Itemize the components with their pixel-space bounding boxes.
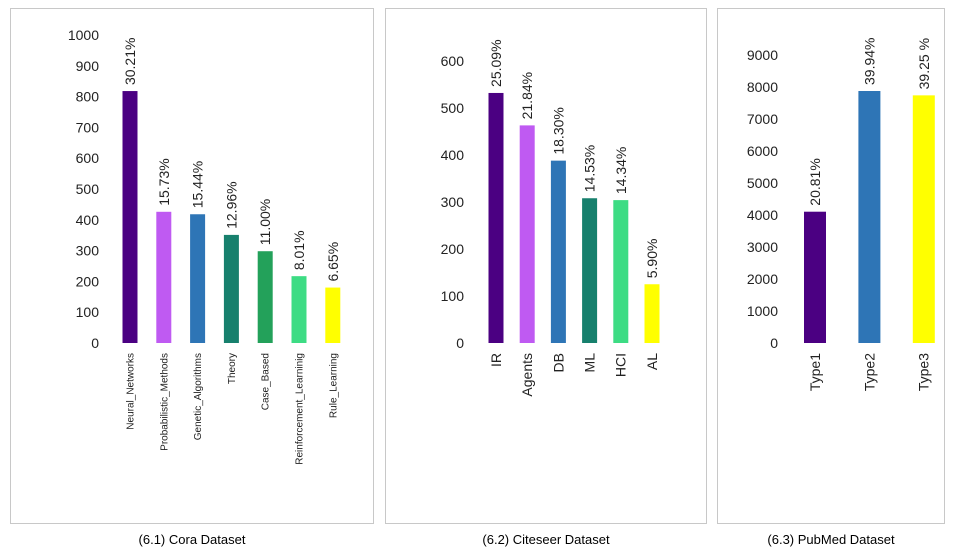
bar [291,276,307,343]
y-tick-label: 600 [76,150,100,166]
bar [858,91,881,343]
pubmed-bar-chart: 0 1000 2000 3000 4000 5000 6000 7000 8000 9000 20.… [747,38,935,391]
y-tick-label: 0 [456,335,464,351]
data-label: 39.25 % [916,38,932,89]
bar [257,251,273,343]
data-label: 30.21% [122,38,138,85]
y-tick-label: 7000 [747,111,778,127]
data-label: 39.94% [861,38,877,85]
category-label: IR [488,353,504,367]
bar [223,234,239,343]
y-tick-label: 8000 [747,79,778,95]
cora-bar-chart: 0 100 200 300 400 500 600 700 800 900 1000 30.21% Ne… [68,27,341,465]
y-tick-label: 200 [76,273,100,289]
chart-panel-cora: 0 100 200 300 400 500 600 700 800 900 1000 30.21% Ne… [10,8,374,524]
caption-citeseer: (6.2) Citeseer Dataset [482,532,610,547]
bar [644,284,660,343]
category-label: HCI [613,353,629,377]
y-tick-label: 1000 [68,27,99,43]
category-label: Theory [227,353,238,384]
data-label: 15.44% [190,161,206,208]
y-tick-label: 100 [76,304,100,320]
bar [190,214,206,343]
data-label: 21.84% [519,72,535,119]
y-tick-label: 400 [441,147,465,163]
y-tick-label: 100 [441,288,465,304]
y-tick-label: 300 [76,243,100,259]
category-label: Type3 [916,353,932,391]
category-label: Case_Based [261,353,272,410]
category-label: ML [582,353,598,373]
y-tick-label: 800 [76,89,100,105]
category-label: Reinforcement_Learninig [295,353,306,465]
bar [122,91,138,343]
y-tick-label: 1000 [747,303,778,319]
data-label: 6.65% [325,242,341,282]
data-label: 25.09% [488,39,504,86]
bar [613,200,629,343]
chart-panel-citeseer: 0 100 200 300 400 500 600 25.09% IR 21.84% Agents 1… [385,8,707,524]
category-label: Type1 [807,353,823,391]
y-tick-label: 4000 [747,207,778,223]
bar [582,198,598,343]
category-label: Probabilistic_Methods [159,353,170,451]
y-tick-label: 500 [441,100,465,116]
caption-pubmed: (6.3) PubMed Dataset [767,532,895,547]
category-label: AL [644,353,660,370]
y-tick-label: 3000 [747,239,778,255]
bar [325,287,341,343]
y-tick-label: 0 [770,335,778,351]
caption-cora: (6.1) Cora Dataset [138,532,246,547]
data-label: 20.81% [807,158,823,205]
data-label: 5.90% [644,239,660,279]
category-label: Genetic_Algorithms [193,353,204,440]
y-tick-label: 2000 [747,271,778,287]
bar [519,125,535,343]
data-label: 11.00% [257,199,273,245]
data-label: 14.34% [613,147,629,194]
chart-panel-pubmed: 0 1000 2000 3000 4000 5000 6000 7000 8000 9000 20.… [717,8,945,524]
y-tick-label: 5000 [747,175,778,191]
bar [804,211,826,343]
y-tick-label: 600 [441,53,465,69]
y-tick-label: 0 [91,335,99,351]
y-tick-label: 300 [441,194,465,210]
y-tick-label: 400 [76,212,100,228]
data-label: 15.73% [156,158,172,205]
bar [488,92,504,344]
data-label: 8.01% [291,230,307,270]
bar [550,160,566,343]
y-tick-label: 500 [76,181,100,197]
bar [912,95,935,344]
data-label: 18.30% [550,107,566,154]
category-label: Agents [519,353,535,397]
bar [156,211,172,343]
citeseer-bar-chart: 0 100 200 300 400 500 600 25.09% IR 21.84% Agents 1… [441,39,660,397]
category-label: Neural_Networks [126,353,137,430]
data-label: 14.53% [582,145,598,192]
y-tick-label: 6000 [747,143,778,159]
y-tick-label: 700 [76,119,100,135]
y-tick-label: 200 [441,241,465,257]
data-label: 12.96% [223,181,239,228]
category-label: DB [550,353,566,372]
y-tick-label: 900 [76,58,100,74]
category-label: Rule_Learning [328,353,339,418]
category-label: Type2 [861,353,877,391]
y-tick-label: 9000 [747,47,778,63]
